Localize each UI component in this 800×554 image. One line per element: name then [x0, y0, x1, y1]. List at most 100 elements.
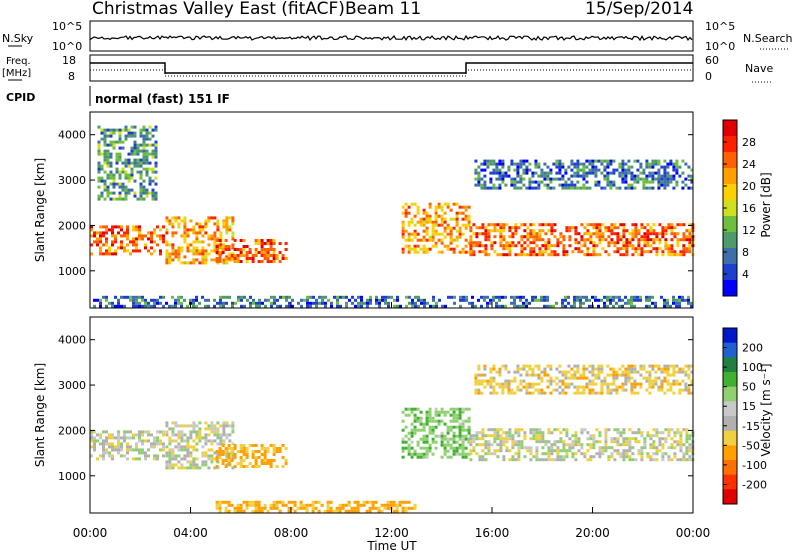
heatmap-cell — [576, 186, 580, 190]
heatmap-cell — [562, 428, 566, 432]
heatmap-cell — [305, 503, 309, 507]
heatmap-cell — [446, 431, 450, 435]
heatmap-cell — [231, 430, 235, 434]
heatmap-cell — [222, 261, 226, 265]
heatmap-cell — [585, 165, 589, 169]
heatmap-cell — [401, 410, 405, 414]
heatmap-cell — [422, 455, 426, 459]
heatmap-cell — [120, 234, 123, 238]
heatmap-cell — [339, 304, 342, 308]
heatmap-cell — [483, 180, 487, 184]
heatmap-cell — [133, 149, 137, 153]
heatmap-cell — [652, 232, 656, 236]
heatmap-cell — [537, 183, 541, 187]
heatmap-cell — [588, 159, 592, 163]
heatmap-cell — [528, 391, 532, 395]
heatmap-cell — [511, 235, 515, 239]
heatmap-cell — [687, 376, 691, 380]
heatmap-cell — [366, 298, 369, 302]
heatmap-cell — [165, 258, 169, 262]
heatmap-cell — [254, 242, 258, 245]
heatmap-cell — [520, 446, 524, 450]
heatmap-cell — [102, 295, 105, 299]
heatmap-cell — [670, 232, 674, 236]
heatmap-cell — [112, 173, 116, 177]
heatmap-cell — [688, 458, 692, 462]
heatmap-cell — [338, 503, 342, 507]
heatmap-cell — [165, 301, 168, 305]
heatmap-cell — [589, 235, 593, 239]
freq-tick-high: 18 — [62, 54, 76, 67]
heatmap-cell — [670, 244, 674, 248]
heatmap-cell — [489, 186, 493, 190]
heatmap-cell — [195, 298, 198, 302]
heatmap-cell — [628, 458, 632, 462]
heatmap-cell — [664, 238, 668, 242]
heatmap-cell — [112, 185, 116, 189]
heatmap-cell — [598, 449, 602, 453]
heatmap-cell — [422, 437, 426, 441]
heatmap-cell — [507, 165, 511, 169]
heatmap-cell — [576, 295, 579, 299]
heatmap-cell — [422, 250, 426, 254]
heatmap-cell — [239, 251, 243, 254]
heatmap-cell — [648, 391, 652, 395]
heatmap-cell — [562, 244, 566, 248]
heatmap-cell — [329, 500, 333, 504]
heatmap-cell — [540, 180, 544, 184]
heatmap-cell — [144, 243, 147, 247]
heatmap-cell — [565, 452, 569, 456]
heatmap-cell — [540, 168, 544, 172]
heatmap-cell — [109, 197, 113, 201]
heatmap-cell — [159, 295, 162, 299]
heatmap-cell — [502, 458, 506, 462]
heatmap-cell — [138, 231, 141, 235]
power-ylabel: Slant Range [km] — [33, 158, 47, 262]
heatmap-cell — [630, 301, 633, 305]
heatmap-cell — [225, 261, 229, 265]
heatmap-cell — [356, 506, 360, 510]
heatmap-cell — [231, 231, 235, 235]
heatmap-cell — [162, 225, 165, 229]
heatmap-cell — [496, 434, 500, 438]
heatmap-cell — [413, 244, 417, 248]
heatmap-cell — [99, 234, 102, 238]
heatmap-cell — [580, 244, 584, 248]
heatmap-cell — [142, 197, 146, 201]
heatmap-cell — [420, 301, 423, 305]
heatmap-cell — [165, 255, 169, 259]
heatmap-cell — [254, 251, 258, 254]
heatmap-cell — [586, 247, 590, 251]
heatmap-cell — [371, 506, 375, 510]
heatmap-cell — [634, 223, 638, 227]
heatmap-cell — [150, 240, 153, 244]
heatmap-cell — [628, 440, 632, 444]
heatmap-cell — [434, 214, 438, 218]
heatmap-cell — [534, 388, 538, 392]
heatmap-cell — [138, 304, 141, 308]
colorbar-swatch — [723, 168, 737, 185]
heatmap-cell — [444, 304, 447, 308]
heatmap-cell — [404, 229, 408, 233]
heatmap-cell — [138, 237, 141, 241]
heatmap-cell — [118, 137, 122, 141]
heatmap-cell — [204, 261, 208, 265]
heatmap-cell — [555, 301, 558, 305]
heatmap-cell — [655, 446, 659, 450]
heatmap-cell — [550, 446, 554, 450]
heatmap-cell — [598, 455, 602, 459]
heatmap-cell — [547, 446, 551, 450]
heatmap-cell — [685, 247, 689, 251]
heatmap-cell — [676, 223, 680, 227]
heatmap-cell — [228, 225, 232, 229]
heatmap-cell — [437, 223, 441, 227]
heatmap-cell — [517, 440, 521, 444]
heatmap-cell — [589, 446, 593, 450]
heatmap-cell — [684, 373, 688, 377]
heatmap-cell — [652, 434, 656, 438]
heatmap-cell — [582, 177, 586, 181]
heatmap-cell — [477, 183, 481, 187]
heatmap-cell — [189, 463, 193, 467]
heatmap-cell — [472, 440, 476, 444]
heatmap-cell — [630, 388, 634, 392]
